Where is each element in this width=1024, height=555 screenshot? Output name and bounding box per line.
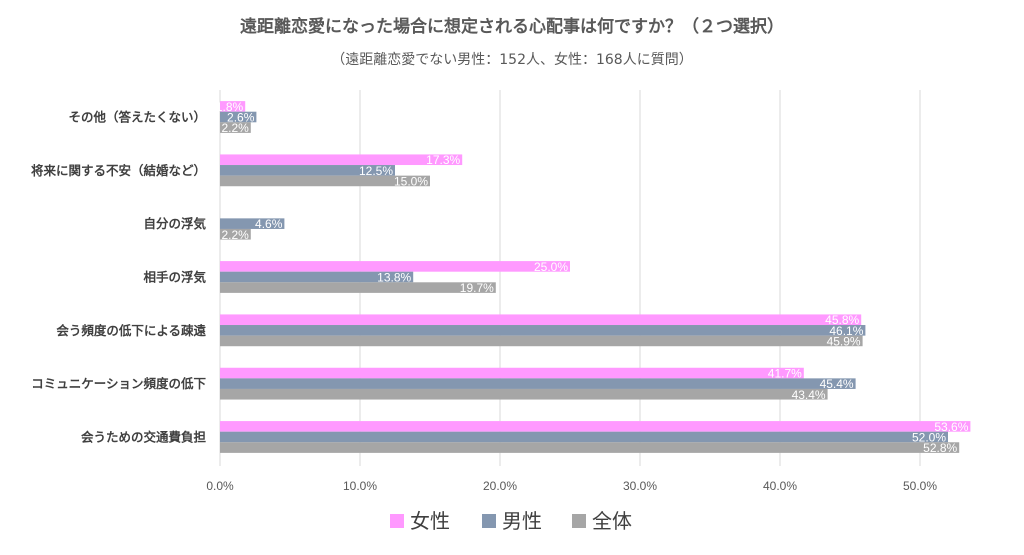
bar	[220, 442, 960, 453]
data-label: 53.6%	[934, 420, 968, 434]
bar	[220, 314, 862, 326]
bar	[220, 154, 463, 166]
category-label: 会う頻度の低下による疎遠	[56, 323, 206, 338]
data-label: 2.6%	[227, 111, 255, 125]
legend-label: 女性	[410, 509, 450, 533]
bar	[220, 175, 430, 187]
x-tick-label: 20.0%	[483, 479, 517, 493]
data-label: 43.4%	[792, 388, 826, 402]
bar	[220, 218, 285, 229]
bar	[220, 122, 251, 133]
data-label: 15.0%	[394, 174, 428, 188]
data-label: 45.9%	[827, 334, 861, 348]
data-label: 12.5%	[359, 164, 393, 178]
category-label: 将来に関する不安（結婚など）	[31, 163, 206, 178]
data-label: 4.6%	[255, 217, 283, 231]
legend-swatch	[572, 514, 586, 528]
bar	[220, 282, 496, 293]
bar	[220, 165, 395, 176]
bars: 1.8%2.6%2.2%17.3%12.5%15.0%4.6%2.2%25.0%…	[216, 100, 971, 455]
category-label: その他（答えたくない）	[68, 110, 206, 125]
data-label: 45.4%	[820, 377, 854, 391]
category-labels: その他（答えたくない） 将来に関する不安（結婚など） 自分の浮気相手の浮気会う頻度の…	[31, 110, 207, 445]
bar	[220, 325, 866, 336]
legend: 女性 男性 全体	[390, 509, 632, 533]
data-label: 13.8%	[377, 270, 411, 284]
category-label: 会うための交通費負担	[81, 429, 207, 444]
x-tick-label: 30.0%	[623, 479, 657, 493]
bar	[220, 228, 251, 240]
x-tick-label: 40.0%	[763, 479, 797, 493]
legend-swatch	[390, 514, 404, 528]
legend-swatch	[482, 514, 496, 528]
data-label: 52.0%	[912, 430, 946, 444]
data-label: 25.0%	[534, 260, 568, 274]
chart-subtitle: （遠距離恋愛でない男性：152人、女性：168人に質問）	[331, 51, 692, 68]
bar	[220, 101, 246, 112]
data-label: 2.2%	[221, 228, 249, 242]
legend-label: 全体	[592, 509, 632, 533]
bar	[220, 261, 570, 272]
bar	[220, 421, 971, 432]
data-label: 41.7%	[768, 367, 802, 381]
bar	[220, 271, 414, 283]
chart-title: 遠距離恋愛になった場合に想定される心配事は何ですか？（２つ選択）	[240, 16, 784, 37]
data-label: 1.8%	[216, 100, 244, 114]
x-tick-label: 0.0%	[206, 479, 234, 493]
category-label: コミュニケーション頻度の低下	[31, 376, 206, 391]
data-label: 17.3%	[426, 153, 460, 167]
bar	[220, 431, 948, 443]
x-axis-tick-labels: 0.0% 10.0% 20.0% 30.0% 40.0% 50.0%	[206, 479, 937, 493]
bar	[220, 388, 828, 400]
gridlines	[219, 90, 921, 466]
data-label: 52.8%	[923, 441, 957, 455]
category-label: 相手の浮気	[143, 269, 206, 284]
x-tick-label: 10.0%	[343, 479, 377, 493]
bar	[220, 111, 257, 123]
bar	[220, 367, 804, 379]
data-label: 19.7%	[460, 281, 494, 295]
category-label: 自分の浮気	[143, 216, 206, 231]
legend-label: 男性	[502, 509, 542, 533]
bar	[220, 378, 856, 389]
bar	[220, 335, 863, 347]
x-tick-label: 50.0%	[903, 479, 937, 493]
data-label: 46.1%	[829, 324, 863, 338]
data-label: 45.8%	[825, 313, 859, 327]
data-label: 2.2%	[221, 121, 249, 135]
